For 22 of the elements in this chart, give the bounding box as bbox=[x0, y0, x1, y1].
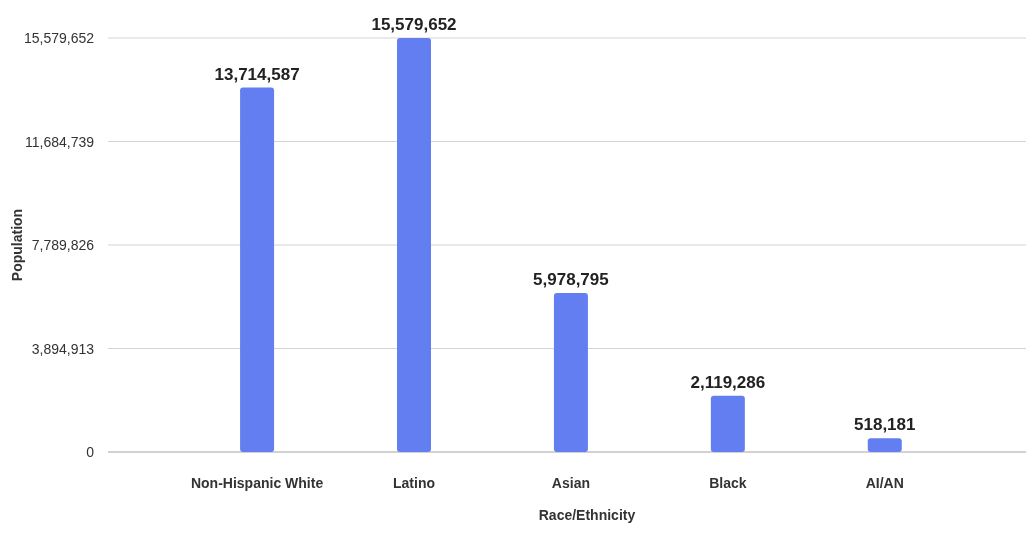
y-tick-label: 3,894,913 bbox=[31, 340, 95, 357]
data-label: 2,119,286 bbox=[690, 372, 766, 392]
bar bbox=[240, 87, 275, 452]
data-label: 13,714,587 bbox=[214, 64, 300, 84]
y-tick-label: 15,579,652 bbox=[23, 30, 95, 46]
bar bbox=[553, 293, 588, 452]
x-axis-title: Race/Ethnicity bbox=[538, 507, 636, 523]
bar bbox=[867, 438, 902, 452]
x-tick-label: Non-Hispanic White bbox=[190, 475, 324, 491]
data-label: 5,978,795 bbox=[533, 270, 609, 290]
x-tick-label: Black bbox=[709, 475, 747, 491]
x-tick-label: Asian bbox=[551, 475, 590, 491]
y-tick-label: 11,684,739 bbox=[24, 133, 95, 150]
y-tick-label: 7,789,826 bbox=[31, 237, 95, 253]
bar bbox=[397, 38, 431, 452]
data-label: 518,181 bbox=[854, 415, 916, 435]
x-tick-label: Latino bbox=[393, 475, 435, 491]
bar bbox=[710, 395, 745, 452]
y-axis-title: Population bbox=[9, 208, 25, 282]
x-tick-label: AI/AN bbox=[865, 475, 904, 491]
y-tick-label: 0 bbox=[86, 444, 95, 460]
data-label: 15,579,652 bbox=[371, 15, 457, 34]
